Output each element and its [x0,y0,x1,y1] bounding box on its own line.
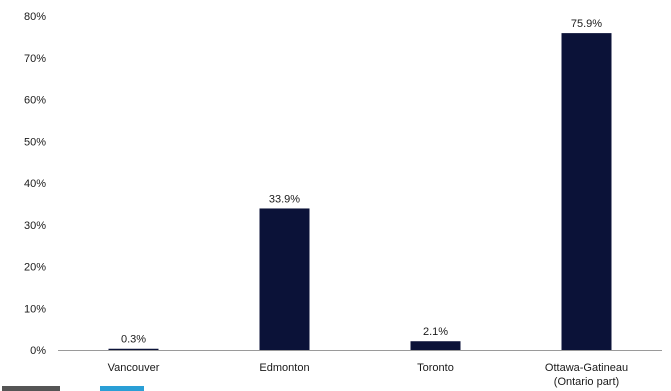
category-label: Toronto [417,362,454,374]
category-label: Ottawa-Gatineau [545,362,628,374]
y-axis-ticks: 0% 10% 20% 30% 40% 50% 60% 70% 80% [24,11,46,357]
data-label: 0.3% [121,334,146,346]
category-label: Vancouver [108,362,160,374]
y-tick-label: 20% [24,262,46,274]
y-tick-label: 30% [24,220,46,232]
y-tick-label: 0% [30,345,46,357]
source-fragment-dark [2,386,60,391]
y-tick-label: 70% [24,53,46,65]
source-fragment-accent [100,386,144,391]
bar [410,341,461,350]
bars [108,33,612,351]
bar [108,348,159,350]
bar [561,33,612,351]
category-labels: Vancouver Edmonton Toronto Ottawa-Gatineau (… [108,362,628,388]
y-tick-label: 10% [24,303,46,315]
category-label: Edmonton [259,362,309,374]
data-label: 75.9% [571,18,602,30]
category-label: (Ontario part) [554,376,619,388]
y-tick-label: 80% [24,11,46,23]
y-tick-label: 60% [24,95,46,107]
data-label: 2.1% [423,326,448,338]
data-labels: 0.3% 33.9% 2.1% 75.9% [121,18,602,346]
bar [259,208,310,350]
y-tick-label: 40% [24,178,46,190]
source-note-fragment [0,378,170,391]
y-tick-label: 50% [24,136,46,148]
data-label: 33.9% [269,193,300,205]
